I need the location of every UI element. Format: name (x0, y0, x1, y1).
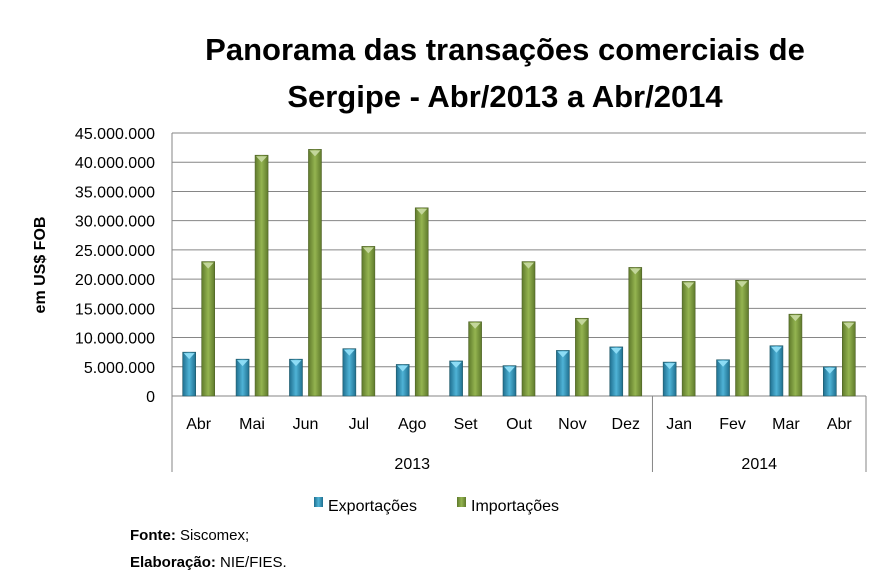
x-tick-label: Nov (558, 416, 586, 433)
bar-cap (256, 156, 268, 163)
elaboration-value: NIE/FIES. (220, 554, 287, 571)
bar-exportacoes (769, 345, 784, 397)
bar-importacoes (521, 261, 536, 397)
legend-label: Exportações (328, 498, 417, 515)
legend-swatch (457, 497, 466, 507)
y-tick-label: 10.000.000 (75, 331, 155, 348)
legend: Exportações Importações (314, 497, 559, 515)
bar-importacoes (254, 154, 269, 397)
bar-importacoes (842, 321, 856, 397)
y-tick-label: 0 (146, 389, 155, 406)
bar-importacoes (308, 149, 322, 397)
bar-exportacoes (823, 366, 837, 397)
bar-cap (523, 262, 534, 269)
y-axis-label: em US$ FOB (32, 217, 49, 314)
x-tick-label: Mar (772, 416, 800, 433)
x-tick-label: Jun (293, 416, 319, 433)
bar-cap (683, 282, 695, 289)
bar-cap (309, 150, 321, 157)
bar-cap (362, 247, 374, 254)
x-tick-label: Fev (719, 416, 746, 433)
bar-exportacoes (182, 351, 196, 397)
x-tick-label: Mai (239, 416, 265, 433)
bar-exportacoes (449, 360, 463, 397)
legend-swatch (314, 497, 323, 507)
x-tick-label: Abr (186, 416, 212, 433)
bar-exportacoes (502, 365, 517, 397)
bar-exportacoes (289, 358, 303, 397)
bar-cap (504, 366, 515, 373)
bar-cap (717, 360, 729, 367)
chart-title-line1: Panorama das transações comerciais de (205, 32, 805, 67)
bar-exportacoes (716, 359, 730, 397)
x-tick-label: Jul (349, 416, 369, 433)
source-value: Siscomex; (180, 527, 250, 544)
bar-importacoes (201, 261, 215, 397)
bar-exportacoes (235, 358, 250, 397)
bar-cap (202, 262, 214, 269)
bar-importacoes (414, 207, 429, 397)
y-tick-label: 30.000.000 (75, 214, 155, 231)
bar-cap (237, 360, 249, 367)
y-tick-label: 5.000.000 (84, 360, 155, 377)
bar-cap (416, 208, 428, 215)
bar-importacoes (361, 246, 376, 397)
bar-cap (290, 360, 302, 367)
bar-cap (557, 351, 569, 358)
x-tick-label: Abr (827, 416, 853, 433)
bar-cap (789, 315, 801, 322)
x-tick-label: Ago (398, 416, 427, 433)
y-tick-label: 15.000.000 (75, 301, 155, 318)
bar-cap (843, 322, 855, 329)
bar-exportacoes (342, 348, 357, 397)
bar-exportacoes (609, 346, 624, 397)
elaboration-note: Elaboração: NIE/FIES. (130, 554, 287, 571)
y-tick-label: 35.000.000 (75, 184, 155, 201)
bar-importacoes (628, 267, 643, 397)
bar-cap (183, 353, 195, 360)
bar-cap (736, 281, 748, 288)
x-group-label: 2013 (394, 456, 430, 473)
bar-cap (664, 363, 676, 370)
bar-cap (770, 346, 782, 353)
y-tick-label: 20.000.000 (75, 272, 155, 289)
legend-label: Importações (471, 498, 559, 515)
bar-exportacoes (556, 350, 570, 397)
x-tick-label: Dez (612, 416, 640, 433)
bar-importacoes (468, 321, 482, 397)
bar-cap (576, 319, 588, 326)
bar-importacoes (735, 279, 749, 397)
x-tick-label: Jan (666, 416, 692, 433)
bar-cap (824, 367, 836, 374)
elaboration-label: Elaboração: (130, 554, 216, 571)
bar-importacoes (681, 281, 696, 397)
bar-cap (469, 322, 481, 329)
bar-cap (629, 268, 641, 275)
bar-importacoes (788, 313, 803, 397)
bar-importacoes (575, 317, 589, 397)
y-tick-label: 25.000.000 (75, 243, 155, 260)
bar-exportacoes (662, 361, 677, 397)
bar-cap (397, 365, 409, 372)
bar-cap (343, 349, 355, 356)
source-note: Fonte: Siscomex; (130, 527, 249, 544)
x-tick-label: Out (506, 416, 532, 433)
chart-title-line2: Sergipe - Abr/2013 a Abr/2014 (287, 79, 723, 114)
y-tick-label: 40.000.000 (75, 155, 155, 172)
y-tick-label: 45.000.000 (75, 126, 155, 143)
source-label: Fonte: (130, 527, 176, 544)
x-group-label: 2014 (741, 456, 777, 473)
bar-cap (450, 361, 462, 368)
bar-cap (610, 347, 622, 354)
x-tick-label: Set (454, 416, 479, 433)
bar-exportacoes (395, 364, 410, 397)
